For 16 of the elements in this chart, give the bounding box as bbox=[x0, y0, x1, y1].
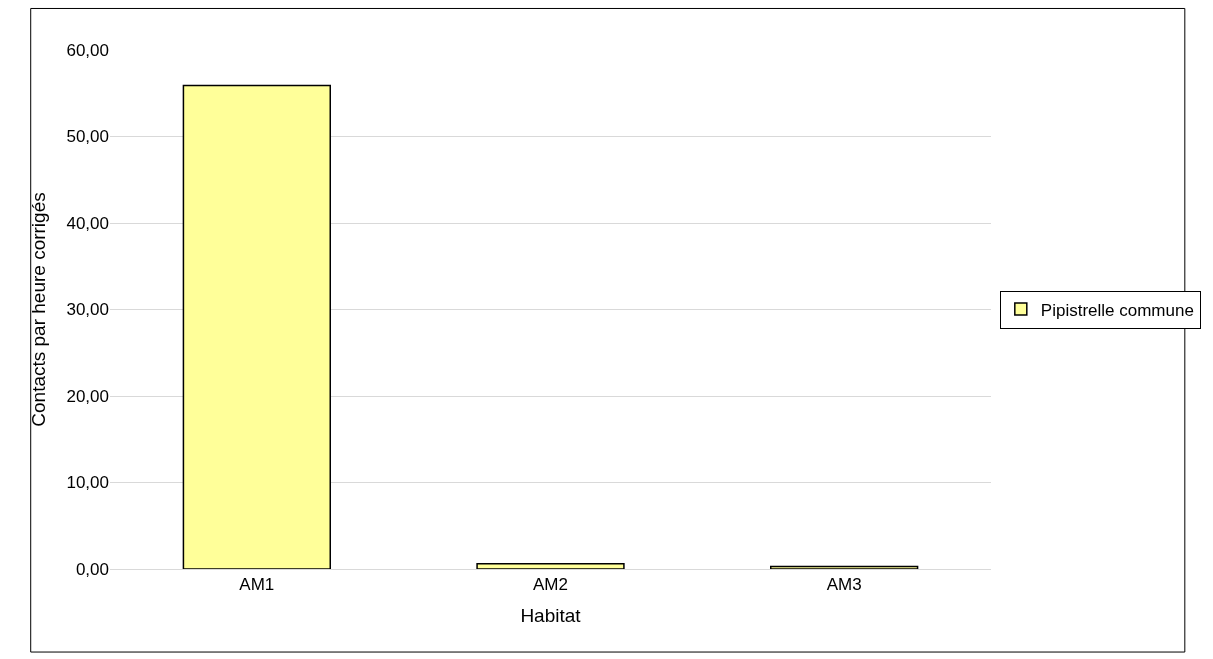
y-tick-label: 0,00 bbox=[75, 559, 109, 579]
y-tick-label: 30,00 bbox=[66, 300, 109, 320]
y-tick-label: 20,00 bbox=[66, 386, 109, 406]
legend-label: Pipistrelle commune bbox=[1040, 300, 1194, 320]
x-tick-label: AM2 bbox=[533, 575, 568, 595]
x-axis-title: Habitat bbox=[520, 605, 582, 627]
y-tick-label: 40,00 bbox=[66, 213, 109, 233]
y-axis-title: Contacts par heure corrigés bbox=[28, 192, 50, 427]
y-tick-label: 60,00 bbox=[66, 40, 109, 60]
bar bbox=[476, 563, 625, 569]
x-tick-label: AM3 bbox=[826, 575, 862, 595]
y-tick-label: 50,00 bbox=[66, 127, 109, 147]
y-tick-label: 10,00 bbox=[66, 473, 109, 493]
x-tick-label: AM1 bbox=[239, 575, 275, 595]
bar bbox=[770, 565, 919, 569]
bar bbox=[182, 84, 331, 569]
